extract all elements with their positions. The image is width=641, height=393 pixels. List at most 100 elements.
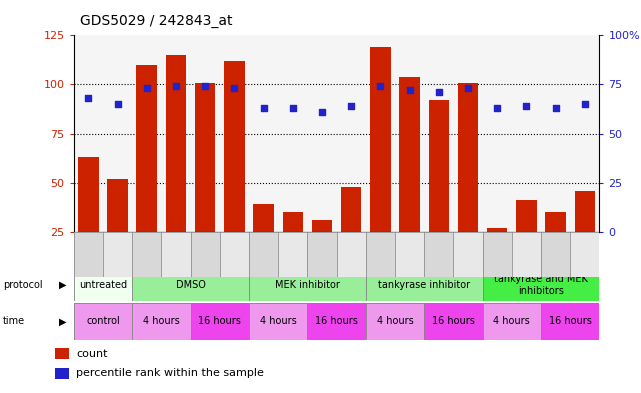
Text: 4 hours: 4 hours <box>494 316 530 326</box>
Bar <box>516 200 537 281</box>
Bar <box>512 232 541 277</box>
Bar <box>55 348 69 359</box>
Bar <box>366 269 483 301</box>
Point <box>463 85 473 92</box>
Bar <box>107 179 128 281</box>
Bar <box>190 303 249 340</box>
Bar <box>458 83 478 281</box>
Text: percentile rank within the sample: percentile rank within the sample <box>76 368 264 378</box>
Text: DMSO: DMSO <box>176 280 206 290</box>
Bar <box>395 232 424 277</box>
Bar <box>74 232 103 277</box>
Bar <box>103 35 132 232</box>
Bar <box>74 303 132 340</box>
Bar <box>483 269 599 301</box>
Text: protocol: protocol <box>3 280 43 290</box>
Bar <box>190 35 220 232</box>
Point <box>229 85 240 92</box>
Point <box>288 105 298 111</box>
Text: 4 hours: 4 hours <box>260 316 297 326</box>
Point <box>83 95 94 101</box>
Point <box>112 101 122 107</box>
Bar <box>453 35 483 232</box>
Bar <box>483 303 541 340</box>
Point <box>258 105 269 111</box>
Bar <box>337 35 366 232</box>
Bar <box>429 100 449 281</box>
Bar <box>512 35 541 232</box>
Text: untreated: untreated <box>79 280 127 290</box>
Text: count: count <box>76 349 108 359</box>
Bar <box>541 303 599 340</box>
Bar <box>337 232 366 277</box>
Bar <box>399 77 420 281</box>
Bar <box>132 303 190 340</box>
Bar <box>453 232 483 277</box>
Point <box>142 85 152 92</box>
Bar <box>55 368 69 379</box>
Text: 16 hours: 16 hours <box>198 316 241 326</box>
Text: MEK inhibitor: MEK inhibitor <box>275 280 340 290</box>
Bar <box>162 232 190 277</box>
Bar <box>312 220 332 281</box>
Text: ▶: ▶ <box>58 280 66 290</box>
Text: ▶: ▶ <box>58 316 66 326</box>
Bar <box>307 232 337 277</box>
Bar <box>570 232 599 277</box>
Bar <box>162 35 190 232</box>
Text: 16 hours: 16 hours <box>315 316 358 326</box>
Bar <box>249 35 278 232</box>
Bar <box>307 35 337 232</box>
Point <box>317 109 327 115</box>
Bar <box>249 269 366 301</box>
Bar <box>483 35 512 232</box>
Bar <box>424 35 453 232</box>
Text: 16 hours: 16 hours <box>432 316 475 326</box>
Text: 4 hours: 4 hours <box>376 316 413 326</box>
Text: GDS5029 / 242843_at: GDS5029 / 242843_at <box>80 14 233 28</box>
Bar <box>424 303 483 340</box>
Bar <box>74 269 132 301</box>
Text: tankyrase inhibitor: tankyrase inhibitor <box>378 280 470 290</box>
Point <box>551 105 561 111</box>
Bar <box>195 83 215 281</box>
Text: control: control <box>86 316 120 326</box>
Point <box>433 89 444 95</box>
Text: 4 hours: 4 hours <box>143 316 179 326</box>
Bar <box>424 232 453 277</box>
Bar <box>366 35 395 232</box>
Point <box>171 83 181 90</box>
Bar <box>487 228 508 281</box>
Bar <box>278 232 307 277</box>
Bar <box>220 35 249 232</box>
Point <box>375 83 385 90</box>
Bar <box>190 232 220 277</box>
Bar <box>283 212 303 281</box>
Bar <box>395 35 424 232</box>
Point <box>579 101 590 107</box>
Bar <box>220 232 249 277</box>
Point <box>404 87 415 94</box>
Bar <box>541 232 570 277</box>
Text: time: time <box>3 316 26 326</box>
Bar <box>574 191 595 281</box>
Text: tankyrase and MEK
inhibitors: tankyrase and MEK inhibitors <box>494 274 588 296</box>
Bar <box>341 187 362 281</box>
Bar <box>307 303 366 340</box>
Bar <box>165 55 186 281</box>
Point <box>200 83 210 90</box>
Bar <box>249 232 278 277</box>
Bar <box>541 35 570 232</box>
Point <box>492 105 503 111</box>
Bar <box>545 212 566 281</box>
Bar <box>78 157 99 281</box>
Bar <box>370 47 390 281</box>
Bar <box>249 303 307 340</box>
Bar <box>103 232 132 277</box>
Bar <box>366 303 424 340</box>
Bar <box>132 269 249 301</box>
Point <box>346 103 356 109</box>
Bar <box>278 35 307 232</box>
Bar <box>132 232 162 277</box>
Bar <box>483 232 512 277</box>
